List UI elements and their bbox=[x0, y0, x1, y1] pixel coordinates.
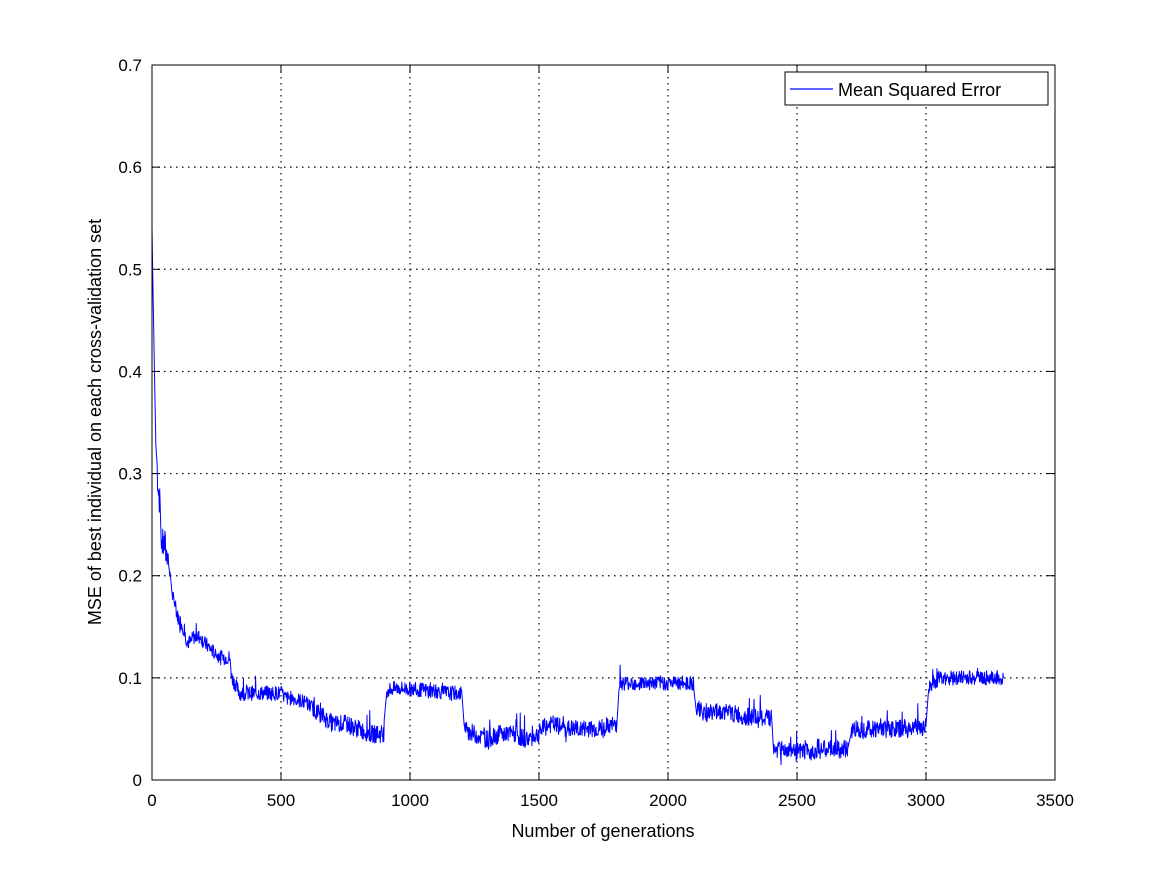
y-tick-label: 0.2 bbox=[118, 567, 142, 586]
plot-area-frame bbox=[151, 64, 1056, 781]
x-axis-label: Number of generations bbox=[511, 821, 694, 841]
series-line-mean-squared-error bbox=[151, 226, 1004, 766]
x-tick-label: 2500 bbox=[778, 791, 816, 810]
x-tick-label: 500 bbox=[267, 791, 295, 810]
y-tick-label: 0.7 bbox=[118, 56, 142, 75]
y-tick-label: 0.3 bbox=[118, 465, 142, 484]
y-tick-label: 0.5 bbox=[118, 260, 142, 279]
y-axis-label: MSE of best individual on each cross-val… bbox=[85, 219, 105, 625]
grid bbox=[152, 65, 1055, 780]
x-tick-labels: 0 500 1000 1500 2000 2500 3000 3500 bbox=[147, 791, 1074, 810]
y-tick-label: 0.4 bbox=[118, 362, 142, 381]
legend: Mean Squared Error bbox=[784, 71, 1049, 106]
x-tick-label: 3500 bbox=[1036, 791, 1074, 810]
x-tick-label: 1000 bbox=[391, 791, 429, 810]
y-tick-label: 0.6 bbox=[118, 158, 142, 177]
y-tick-label: 0.1 bbox=[118, 669, 142, 688]
x-tick-label: 0 bbox=[147, 791, 156, 810]
x-tick-label: 1500 bbox=[520, 791, 558, 810]
x-tick-label: 3000 bbox=[907, 791, 945, 810]
y-tick-labels: 0 0.1 0.2 0.3 0.4 0.5 0.6 0.7 bbox=[118, 56, 142, 790]
y-tick-label: 0 bbox=[133, 771, 142, 790]
legend-label: Mean Squared Error bbox=[838, 80, 1001, 100]
x-tick-label: 2000 bbox=[649, 791, 687, 810]
tick-marks bbox=[151, 64, 1056, 781]
series-layer bbox=[151, 226, 1004, 766]
